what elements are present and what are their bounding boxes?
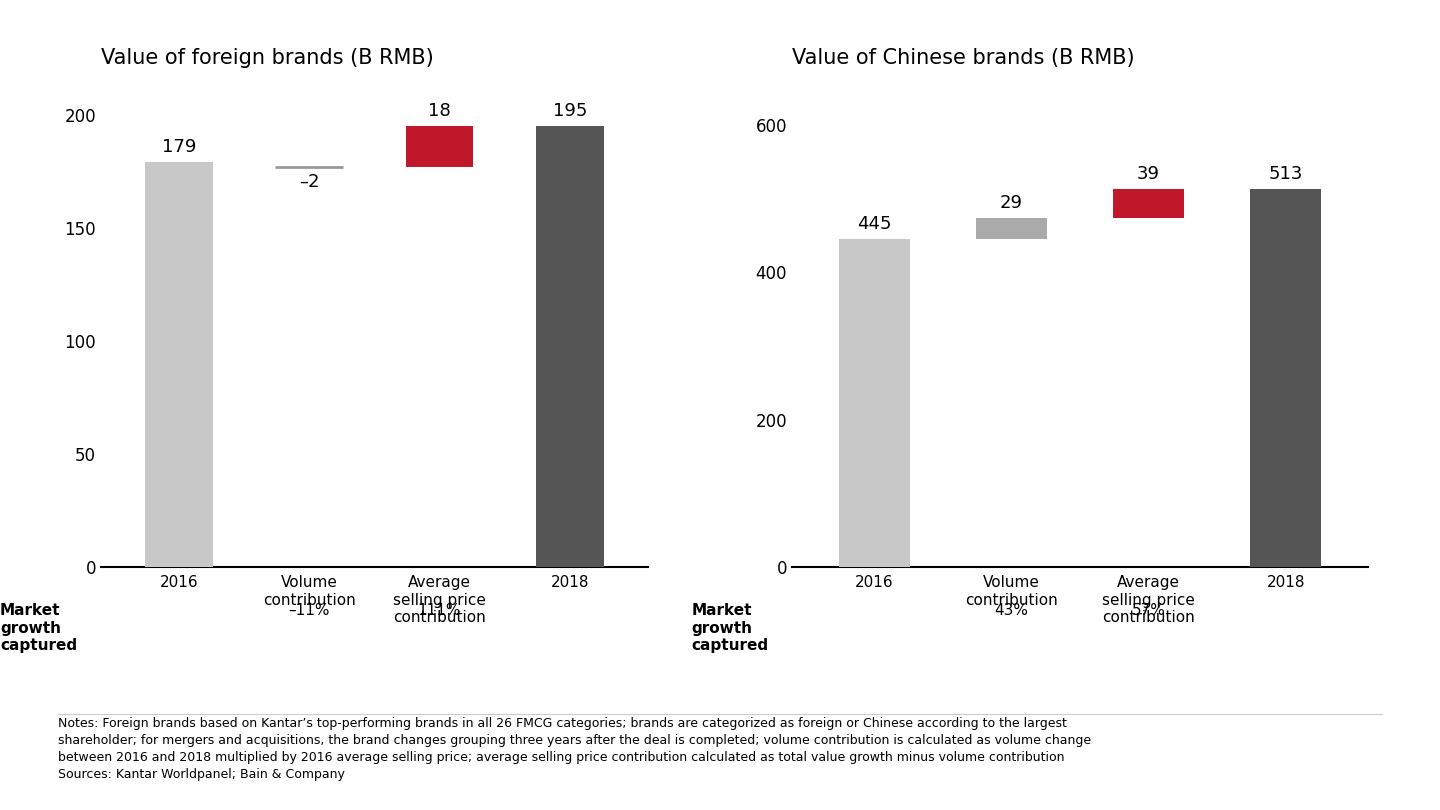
Text: 29: 29 [999, 194, 1022, 211]
Text: Value of Chinese brands (B RMB): Value of Chinese brands (B RMB) [792, 49, 1135, 68]
Bar [406, 126, 474, 167]
Text: Value of foreign brands (B RMB): Value of foreign brands (B RMB) [101, 49, 433, 68]
Text: Market
growth
captured: Market growth captured [0, 603, 78, 653]
Text: 445: 445 [857, 215, 891, 233]
Text: 39: 39 [1138, 165, 1161, 183]
Text: 57%: 57% [1132, 603, 1165, 619]
Bar [838, 239, 910, 567]
Text: 18: 18 [428, 102, 451, 120]
Text: –2: –2 [300, 173, 320, 191]
Text: 513: 513 [1269, 165, 1303, 183]
Text: 179: 179 [161, 138, 196, 156]
Text: 43%: 43% [995, 603, 1028, 619]
Bar [536, 126, 603, 567]
Text: Notes: Foreign brands based on Kantar’s top-performing brands in all 26 FMCG cat: Notes: Foreign brands based on Kantar’s … [58, 717, 1090, 781]
Text: 195: 195 [553, 102, 588, 120]
Text: Market
growth
captured: Market growth captured [691, 603, 769, 653]
Text: –11%: –11% [288, 603, 330, 619]
Bar [1113, 190, 1184, 218]
Bar [1250, 190, 1322, 567]
Bar [976, 218, 1047, 239]
Text: 111%: 111% [418, 603, 461, 619]
Bar [145, 162, 213, 567]
